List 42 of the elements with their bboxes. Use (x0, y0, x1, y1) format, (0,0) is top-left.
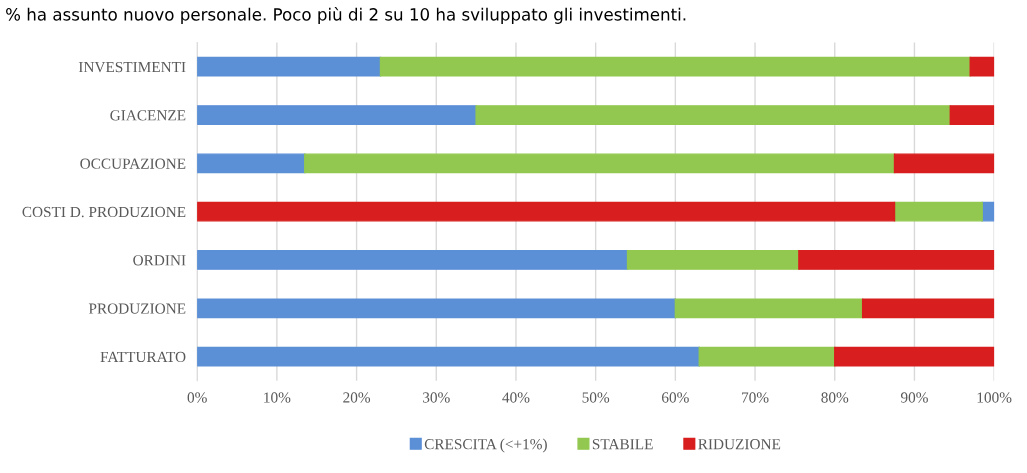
x-tick-label: 70% (742, 392, 769, 403)
bar (626, 250, 800, 270)
x-tick-label: 50% (582, 392, 610, 403)
bar (949, 105, 995, 125)
bar (698, 346, 836, 367)
y-tick-label: GIACENZE (110, 110, 186, 121)
bar (834, 346, 995, 367)
bar (674, 298, 864, 319)
legend-label: CRESCITA (<+1%) (424, 438, 547, 453)
bar (861, 298, 995, 319)
y-tick-label: ORDINI (133, 255, 186, 266)
bar (969, 56, 995, 77)
x-tick-label: 80% (821, 392, 849, 403)
x-tick-label: 20% (343, 392, 371, 403)
y-tick-label: PRODUZIONE (88, 303, 186, 314)
bar (197, 201, 896, 222)
bar (197, 298, 677, 319)
bar (475, 105, 951, 125)
x-tick-label: 30% (423, 392, 450, 403)
x-tick-label: 40% (502, 392, 530, 403)
bar (197, 56, 382, 77)
y-tick-label: OCCUPAZIONE (80, 158, 186, 169)
x-tick-label: 100% (977, 392, 1012, 403)
bar (304, 153, 896, 174)
x-tick-label: 0% (187, 392, 207, 403)
y-tick-label: FATTURATO (100, 351, 186, 363)
bar (197, 105, 477, 125)
legend-label: STABILE (592, 439, 653, 450)
bar (798, 250, 995, 270)
bar (893, 201, 983, 222)
bar (197, 250, 629, 270)
x-tick-label: 90% (900, 392, 928, 403)
x-tick-label: 60% (662, 392, 689, 403)
bar (893, 153, 995, 174)
x-tick-label: 10% (264, 392, 291, 403)
legend-label: RIDUZIONE (698, 439, 781, 450)
bar (197, 153, 306, 174)
bar (197, 346, 700, 367)
y-tick-label: INVESTIMENTI (78, 61, 186, 73)
bar (379, 56, 971, 77)
text: % ha assunto nuovo personale. Poco più di 2 su 10 ha sviluppato gli investimenti. (6, 7, 686, 24)
y-tick-label: COSTI D. PRODUZIONE (22, 206, 186, 218)
